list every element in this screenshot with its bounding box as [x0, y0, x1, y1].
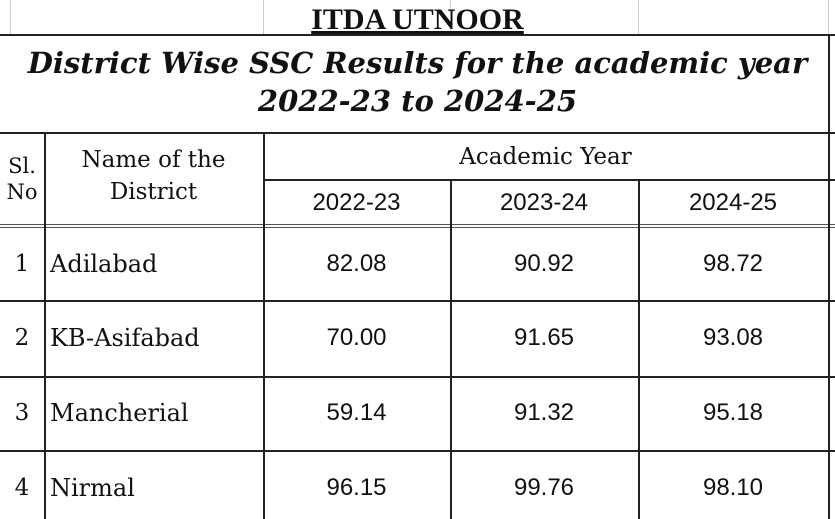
title: ITDA UTNOOR [311, 3, 524, 36]
sheet-gridline [828, 0, 829, 34]
result-value: 91.32 [513, 399, 575, 426]
subtitle-line: 2022-23 to 2024-25 [257, 84, 578, 118]
serial-number: 1 [14, 251, 30, 277]
result-value: 90.92 [513, 250, 575, 277]
subtitle-line: District Wise SSC Results for the academ… [27, 46, 808, 80]
serial-number: 2 [14, 325, 30, 351]
serial-number: 3 [14, 400, 30, 426]
header-cell: Sl. No [6, 154, 38, 204]
result-value: 95.18 [702, 399, 764, 426]
district-name: Mancherial [50, 399, 189, 427]
result-value: 98.72 [702, 250, 764, 277]
result-value: 99.76 [513, 473, 575, 501]
header-cell: 2022-23 [312, 188, 401, 216]
result-value: 98.10 [702, 473, 764, 501]
border [0, 300, 835, 302]
sheet-gridline [263, 0, 264, 34]
sheet-gridline [10, 0, 11, 34]
border [0, 224, 835, 228]
result-value: 70.00 [326, 324, 387, 351]
sheet-gridline [450, 0, 451, 34]
sheet-gridline [638, 0, 639, 34]
header-cell: 2023-24 [499, 188, 589, 216]
border [0, 34, 835, 36]
border [450, 179, 452, 519]
result-value: 96.15 [326, 473, 387, 501]
border [0, 132, 835, 134]
serial-number: 4 [14, 474, 30, 501]
header-cell: Name of the District [81, 147, 226, 205]
result-value: 93.08 [702, 324, 764, 351]
border [638, 179, 640, 519]
result-value: 82.08 [326, 250, 387, 277]
header-cell: Academic Year [459, 144, 632, 170]
border [0, 376, 835, 378]
result-value: 59.14 [326, 399, 387, 426]
border [263, 179, 835, 181]
header-cell: 2024-25 [688, 188, 778, 216]
border [828, 34, 830, 519]
border [0, 450, 835, 452]
result-value: 91.65 [513, 324, 575, 351]
border [44, 134, 46, 519]
district-name: Nirmal [50, 473, 135, 502]
district-name: KB-Asifabad [50, 324, 200, 352]
district-name: Adilabad [50, 250, 158, 278]
border [263, 134, 265, 519]
